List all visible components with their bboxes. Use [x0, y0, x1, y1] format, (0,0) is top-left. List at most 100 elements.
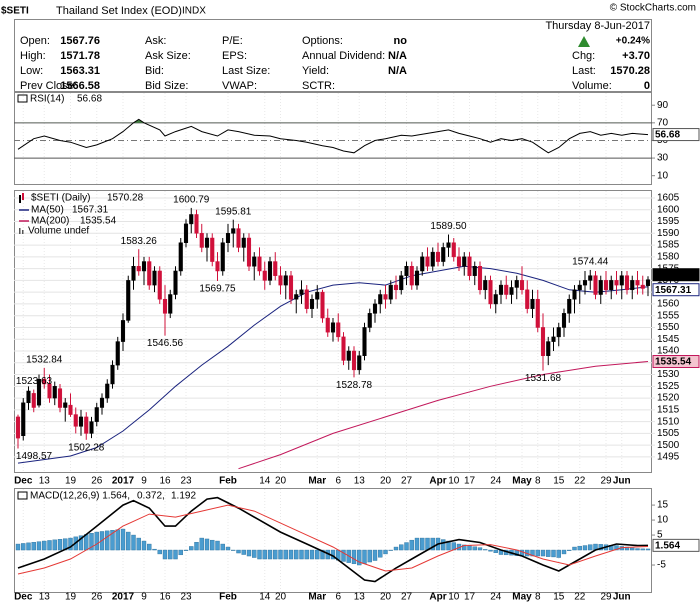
histogram-bar — [147, 543, 152, 551]
candle-body — [320, 291, 325, 319]
x-tick-label: Dec — [14, 476, 33, 487]
up-arrow — [578, 36, 590, 47]
histogram-bar — [530, 549, 535, 557]
candle-body — [577, 284, 582, 291]
histogram-bar — [152, 548, 157, 551]
x-tick-label: 24 — [490, 476, 502, 487]
annotation: 1569.75 — [199, 284, 236, 295]
rsi-line — [17, 118, 649, 154]
legend-icon — [22, 193, 24, 200]
histogram-bar — [467, 545, 472, 551]
legend-value: 1535.54 — [80, 216, 117, 227]
x-tick-label: 6 — [335, 592, 341, 603]
price-tag-label: 1535.54 — [655, 357, 692, 368]
histogram-bar — [110, 530, 115, 551]
histogram-bar — [183, 549, 189, 551]
histogram-bar — [157, 549, 162, 555]
price-tag — [652, 538, 700, 552]
histogram-bar — [372, 549, 378, 561]
field-value: +3.70 — [622, 50, 650, 62]
histogram-bar — [68, 537, 73, 551]
x-tick-label: 13 — [39, 592, 51, 603]
histogram-bar — [357, 549, 362, 566]
candle-body — [498, 284, 504, 295]
price-panel — [14, 190, 652, 473]
candle-body — [309, 298, 315, 309]
histogram-bar — [430, 537, 435, 551]
histogram-bar — [393, 546, 399, 551]
annotation: 1502.28 — [68, 442, 105, 453]
candle-body — [388, 284, 393, 300]
field-value: 1563.31 — [60, 65, 100, 77]
candle-body — [336, 322, 341, 338]
histogram-bar — [483, 549, 488, 551]
macd-panel — [14, 488, 652, 593]
x-tick-label: 2017 — [112, 476, 135, 487]
y-tick-label: 1590 — [657, 228, 680, 239]
histogram-bar — [409, 539, 414, 551]
field-label: Chg: — [572, 50, 595, 62]
date: Thursday 8-Jun-2017 — [545, 20, 650, 32]
candle-body — [404, 266, 409, 276]
candle-body — [409, 266, 414, 286]
histogram-bar — [189, 546, 194, 551]
legend-label: MA(200) — [31, 216, 69, 227]
legend-icon — [22, 230, 24, 234]
price-tag — [652, 283, 700, 297]
x-tick-label: Mar — [308, 476, 326, 487]
field-value: N/A — [388, 50, 407, 62]
candle-body — [430, 251, 435, 267]
histogram-bar — [309, 549, 315, 560]
candle-body — [78, 416, 84, 427]
histogram-bar — [556, 549, 561, 558]
candle-body — [294, 294, 299, 300]
candle-body — [367, 313, 372, 328]
histogram-bar — [488, 549, 493, 552]
candle-body — [178, 242, 183, 272]
field-value: N/A — [388, 65, 407, 77]
x-tick-label: Mar — [308, 592, 326, 603]
price-tag-label: 1570.28 — [655, 270, 692, 281]
candle-body — [99, 397, 105, 408]
candle-body — [488, 280, 493, 305]
histogram-bar — [288, 549, 294, 560]
field-label: High: — [20, 50, 46, 62]
x-tick-label: 16 — [159, 476, 171, 487]
histogram-bar — [493, 549, 498, 553]
legend-icon — [17, 491, 28, 500]
candle-body — [173, 270, 178, 295]
symbol: $SETI — [1, 6, 29, 17]
candle-body — [189, 214, 194, 225]
candle-body — [183, 223, 189, 243]
candle-body — [126, 280, 131, 321]
candle-body — [194, 214, 199, 234]
candle-body — [283, 275, 288, 286]
candle-body — [551, 336, 556, 342]
candle-body — [509, 287, 514, 295]
annotation: 1531.68 — [525, 373, 562, 384]
legend-icon — [17, 94, 28, 103]
histogram-bar — [115, 529, 120, 551]
x-tick-label: 22 — [574, 592, 586, 603]
y-tick-label: 10 — [657, 170, 669, 181]
candle-body — [215, 261, 220, 272]
histogram-bar — [414, 537, 420, 551]
header-box — [14, 19, 652, 92]
candle-body — [603, 280, 609, 291]
histogram-bar — [173, 549, 178, 560]
candle-body — [514, 280, 519, 288]
x-tick-label: 14 — [259, 592, 271, 603]
y-tick-label: -5 — [657, 560, 666, 571]
candle-body — [252, 256, 257, 267]
histogram-bar — [378, 549, 383, 558]
histogram-bar — [367, 549, 372, 563]
candle-body — [372, 303, 378, 314]
candle-body — [393, 284, 399, 291]
x-tick-label: 19 — [65, 476, 77, 487]
candle-body — [425, 256, 430, 267]
histogram-bar — [273, 549, 278, 560]
field-label: Open: — [20, 35, 50, 47]
candle-body — [136, 266, 141, 272]
credit: © StockCharts.com — [610, 3, 696, 14]
histogram-bar — [78, 535, 84, 551]
